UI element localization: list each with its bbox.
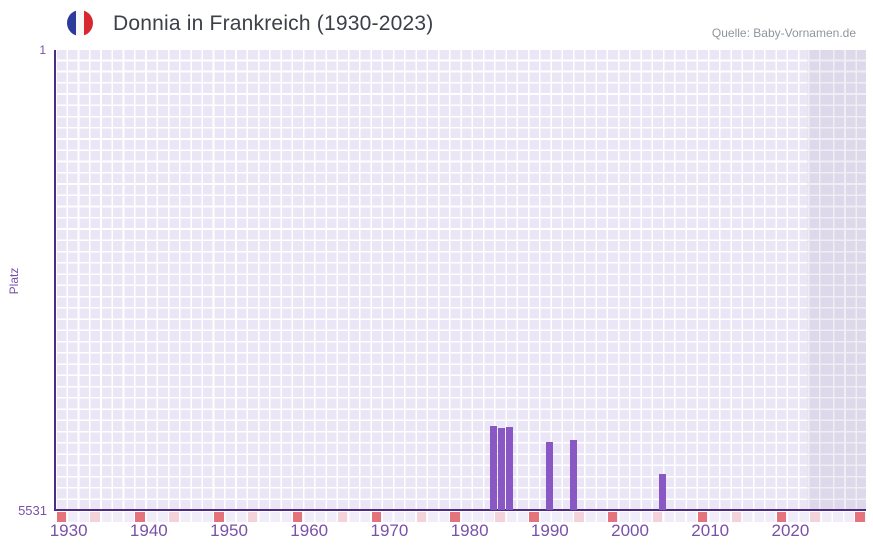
- bar[interactable]: [506, 427, 514, 510]
- rug-tick-red: [776, 512, 786, 522]
- rug-tick-red: [371, 512, 381, 522]
- rug-tick-pink: [247, 512, 258, 522]
- rug-tick-pink: [810, 512, 820, 522]
- plot-grid-background: [56, 50, 866, 509]
- rug-strip: [56, 512, 866, 522]
- rug-tick-pink: [90, 512, 100, 522]
- rug-tick-red: [529, 512, 539, 522]
- x-axis-label: 2010: [691, 521, 730, 540]
- y-axis-title: Platz: [7, 267, 21, 295]
- bar[interactable]: [490, 425, 498, 510]
- rug-tick-pink: [337, 512, 348, 522]
- rug-tick-red: [56, 512, 66, 522]
- rug-tick-red: [292, 512, 303, 522]
- x-axis-label: 1930: [49, 521, 88, 540]
- rug-tick-pink: [731, 512, 741, 522]
- x-axis-label: 2000: [611, 521, 649, 540]
- france-flag-icon: [67, 10, 93, 36]
- x-axis-label: 1980: [450, 521, 489, 540]
- rug-tick-red: [450, 512, 460, 522]
- rug-tick-red: [135, 512, 145, 522]
- rug-tick-red: [607, 512, 618, 522]
- y-axis-line: [54, 50, 56, 511]
- rug-tick-pink: [574, 512, 584, 522]
- rug-tick-pink: [652, 512, 663, 522]
- x-axis-label: 1990: [530, 521, 569, 540]
- rug-tick-red: [855, 512, 865, 522]
- rug-tick-pink: [416, 512, 426, 522]
- rug-tick-red: [697, 512, 708, 522]
- x-axis-label: 1950: [210, 521, 248, 540]
- rug-tick-red: [214, 512, 224, 522]
- bar[interactable]: [658, 474, 666, 510]
- x-axis-label: 1940: [129, 521, 168, 540]
- rug-tick-pink: [169, 512, 179, 522]
- bar[interactable]: [570, 440, 578, 510]
- y-axis-bottom-tick-label: 5531: [18, 503, 47, 518]
- chart-title: Donnia in Frankreich (1930-2023): [113, 12, 434, 35]
- y-axis-top-tick-label: 1: [39, 43, 46, 57]
- bar[interactable]: [498, 427, 506, 510]
- source-label: Quelle: Baby-Vornamen.de: [711, 26, 856, 40]
- x-axis-label: 1960: [290, 521, 329, 540]
- x-axis-label: 1970: [370, 521, 409, 540]
- x-axis-line: [54, 509, 866, 511]
- x-axis-label: 2020: [771, 521, 810, 540]
- recent-years-shaded-band: [807, 50, 866, 509]
- rug-tick-pink: [495, 512, 505, 522]
- bar[interactable]: [546, 441, 554, 510]
